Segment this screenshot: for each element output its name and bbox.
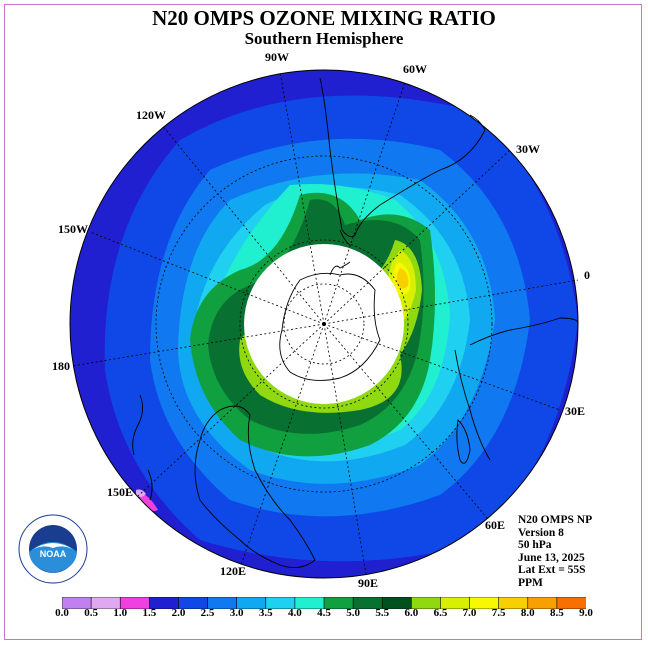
meridian-120e [240, 323, 325, 566]
info-instrument: N20 OMPS NP [518, 514, 593, 526]
lon-label-60w: 60W [403, 62, 427, 76]
lon-label-0: 0 [584, 268, 590, 282]
band-small-patch [522, 221, 538, 243]
south-america-coastline [319, 77, 486, 246]
map-boundary [69, 69, 579, 579]
colorbar-tick-label: 4.0 [288, 607, 302, 619]
info-lat-extent: Lat Ext = 55S [518, 564, 586, 577]
lon-label-150w: 150W [58, 222, 88, 236]
antarctica-coastline [279, 272, 381, 381]
meridian-150w [89, 231, 325, 325]
colorbar-tick-label: 0.0 [55, 607, 69, 619]
graticule [71, 71, 579, 575]
colorbar-tick-label: 0.5 [84, 607, 98, 619]
figure-frame [4, 4, 642, 640]
meridian-30e [323, 323, 561, 411]
lon-label-180: 180 [52, 359, 70, 373]
noaa-logo: NOAA [18, 514, 88, 584]
colorbar-tick-label: 4.5 [317, 607, 331, 619]
lon-label-30e: 30E [565, 404, 586, 418]
colorbar-tick-label: 3.0 [229, 607, 244, 619]
south-pole-marker [322, 322, 326, 326]
lon-label-120w: 120W [136, 108, 166, 122]
lon-label-150e: 150E [107, 485, 134, 499]
meridian-180 [71, 323, 325, 367]
meridian-30w [323, 149, 511, 325]
lon-label-90e: 90E [358, 576, 379, 590]
colorbar-tick-label: 1.5 [142, 607, 157, 619]
colorbar-tick-label: 5.5 [375, 607, 390, 619]
map-title: N20 OMPS OZONE MIXING RATIO [152, 6, 496, 30]
latitude-circle-60s [155, 155, 493, 493]
lon-label-90w: 90W [265, 50, 289, 64]
colorbar-swatch [556, 597, 586, 609]
madagascar-coastline [456, 419, 471, 464]
coastlines [132, 77, 579, 569]
info-level: 50 hPa [518, 539, 552, 552]
colorbar-tick-label: 8.5 [550, 607, 564, 619]
colorbar-tick-label: 8.0 [520, 607, 535, 619]
info-version: Version 8 [518, 526, 564, 539]
latitude-circle-70s [239, 239, 409, 409]
info-units: PPM [518, 576, 543, 589]
australia-coastline [194, 405, 316, 569]
new-zealand-coastline [132, 394, 153, 501]
lon-label-30w: 30W [516, 142, 540, 156]
map-subtitle: Southern Hemisphere [244, 29, 404, 48]
meridian-90w [279, 71, 325, 325]
info-date: June 13, 2025 [518, 551, 585, 564]
colorbar-tick-label: 7.0 [462, 607, 477, 619]
lon-label-60e: 60E [485, 518, 506, 532]
colorbar-tick-label: 2.5 [200, 607, 215, 619]
colorbar [62, 597, 586, 609]
colorbar-tick-label: 6.5 [433, 607, 448, 619]
colorbar-tick-label: 5.0 [346, 607, 360, 619]
colorbar-tick-label: 9.0 [579, 607, 593, 619]
colorbar-tick-label: 7.5 [491, 607, 506, 619]
band-7-5 [396, 268, 409, 289]
colorbar-tick-label: 1.0 [113, 607, 128, 619]
meridian-90e [323, 323, 367, 575]
meridian-60e [323, 323, 488, 519]
colorbar-tick-label: 6.0 [404, 607, 419, 619]
colorbar-tick-label: 3.5 [258, 607, 273, 619]
product-info: N20 OMPS NP Version 8 50 hPa June 13, 20… [518, 514, 592, 590]
lon-label-120e: 120E [220, 564, 247, 578]
noaa-wordmark: NOAA [40, 549, 67, 559]
africa-coastline [454, 317, 579, 461]
meridian-150e [137, 323, 325, 497]
latitude-circle-80s [283, 283, 365, 365]
meridian-60w [323, 81, 406, 325]
antarctic-peninsula-coastline [329, 261, 351, 276]
colorbar-tick-label: 2.0 [171, 607, 186, 619]
